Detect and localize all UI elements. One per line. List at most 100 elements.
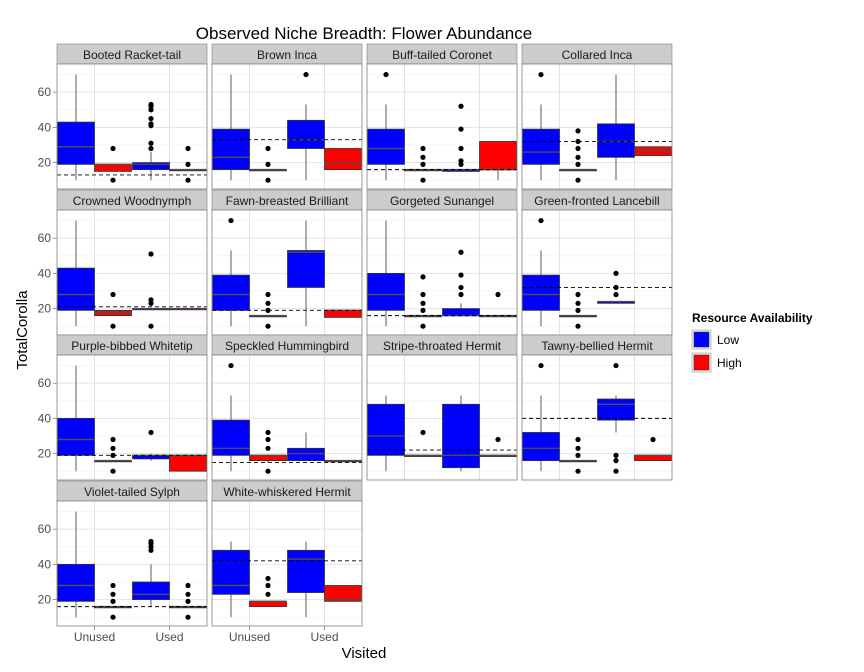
outlier-point <box>265 445 271 451</box>
box-unused-low <box>367 220 405 327</box>
panel-background <box>522 355 672 480</box>
box-iqr <box>287 447 325 462</box>
box-iqr <box>132 162 170 171</box>
box-unused-low <box>522 362 560 472</box>
outlier-point <box>575 161 581 167</box>
box-unused-low <box>57 365 95 472</box>
x-tick-label: Unused <box>74 630 115 644</box>
box-used-high <box>169 307 207 311</box>
box-iqr <box>132 581 170 600</box>
outlier-point <box>148 538 154 545</box>
panel-strip-label: Brown Inca <box>257 48 317 62</box>
outlier-point <box>383 71 389 78</box>
outlier-point <box>458 103 464 109</box>
outlier-point <box>575 436 581 443</box>
box-unused-high <box>249 429 287 474</box>
box-iqr <box>367 403 405 456</box>
outlier-point <box>458 284 464 291</box>
outlier-point <box>420 300 426 306</box>
chart-title: Observed Niche Breadth: Flower Abundance <box>196 24 532 43</box>
panel-background <box>57 501 207 626</box>
panel-border <box>366 354 518 481</box>
panel-strip-label: Fawn-breasted Brilliant <box>226 194 349 208</box>
outlier-point <box>613 468 619 474</box>
panel-border <box>521 63 673 190</box>
outlier-point <box>185 582 191 589</box>
outlier-point <box>265 468 271 474</box>
panel-strip-label: Violet-tailed Sylph <box>84 485 180 499</box>
panel-crowned-woodnymph: Crowned Woodnymph 20 40 60 <box>38 189 208 336</box>
box-unused-high <box>94 145 132 183</box>
box-used-high <box>324 309 362 318</box>
outlier-point <box>148 115 154 122</box>
outlier-point <box>228 217 234 224</box>
panel-stripe-throated-hermit: Stripe-throated Hermit <box>366 334 518 481</box>
box-unused-low <box>212 362 250 472</box>
outlier-point <box>575 307 581 313</box>
box-used-low <box>132 538 170 607</box>
box-iqr <box>522 432 560 462</box>
panel-strip-label: Speckled Hummingbird <box>225 339 349 353</box>
box-unused-low <box>522 71 560 181</box>
y-tick-label: 60 <box>38 376 52 390</box>
box-used-low <box>287 71 325 181</box>
panel-border <box>211 63 363 190</box>
x-axis-ticks: Unused Used Unused Used <box>74 626 339 644</box>
outlier-point <box>458 145 464 152</box>
y-axis-title: TotalCorolla <box>14 290 31 370</box>
panel-gorgeted-sunangel: Gorgeted Sunangel <box>366 189 518 336</box>
box-unused-low <box>522 217 560 327</box>
box-used-low <box>597 362 635 474</box>
outlier-point <box>458 249 464 255</box>
outlier-point <box>420 307 426 313</box>
outlier-point <box>110 445 116 451</box>
outlier-point <box>575 452 581 458</box>
box-used-high <box>324 459 362 463</box>
box-iqr <box>324 309 362 318</box>
box-used-high <box>324 148 362 171</box>
outlier-point <box>265 591 271 597</box>
panel-strip-label: White-whiskered Hermit <box>223 485 351 499</box>
box-unused-low <box>367 71 405 181</box>
panel-strip-label: Booted Racket-tail <box>83 48 181 62</box>
box-iqr <box>212 128 250 171</box>
box-iqr <box>57 563 95 602</box>
y-tick-label: 20 <box>38 593 52 607</box>
box-iqr <box>287 119 325 149</box>
panel-strip-label: Stripe-throated Hermit <box>383 339 502 353</box>
box-unused-high <box>404 274 442 329</box>
box-unused-high <box>249 145 287 183</box>
y-tick-label: 20 <box>38 302 52 316</box>
panel-strip-label: Collared Inca <box>562 48 633 62</box>
outlier-point <box>265 291 271 298</box>
outlier-point <box>265 429 271 436</box>
box-iqr <box>57 121 95 165</box>
panel-violet-tailed-sylph: Violet-tailed Sylph 20 40 60 <box>38 480 208 627</box>
box-iqr <box>287 250 325 288</box>
outlier-point <box>495 436 501 443</box>
box-used-low <box>132 101 170 181</box>
legend-title: Resource Availability <box>692 311 813 325</box>
outlier-point <box>228 362 234 369</box>
outlier-point <box>110 145 116 152</box>
panel-strip-label: Crowned Woodnymph <box>73 194 192 208</box>
box-unused-high <box>94 291 132 329</box>
box-iqr <box>212 274 250 311</box>
panel-purple-bibbed-whitetip: Purple-bibbed Whitetip 20 40 60 <box>38 334 208 481</box>
panel-background <box>367 210 517 335</box>
outlier-point <box>420 161 426 167</box>
x-axis-title: Visited <box>342 645 387 662</box>
x-tick-label: Used <box>310 630 338 644</box>
outlier-point <box>613 291 619 298</box>
outlier-point <box>613 362 619 369</box>
outlier-point <box>265 177 271 183</box>
panel-strip-label: Purple-bibbed Whitetip <box>71 339 193 353</box>
outlier-point <box>538 217 544 224</box>
legend-swatch-high <box>693 354 710 371</box>
panel-strip-label: Buff-tailed Coronet <box>392 48 493 62</box>
outlier-point <box>110 323 116 329</box>
outlier-point <box>575 445 581 451</box>
outlier-point <box>185 591 191 597</box>
box-iqr <box>249 600 287 608</box>
box-iqr <box>57 267 95 311</box>
